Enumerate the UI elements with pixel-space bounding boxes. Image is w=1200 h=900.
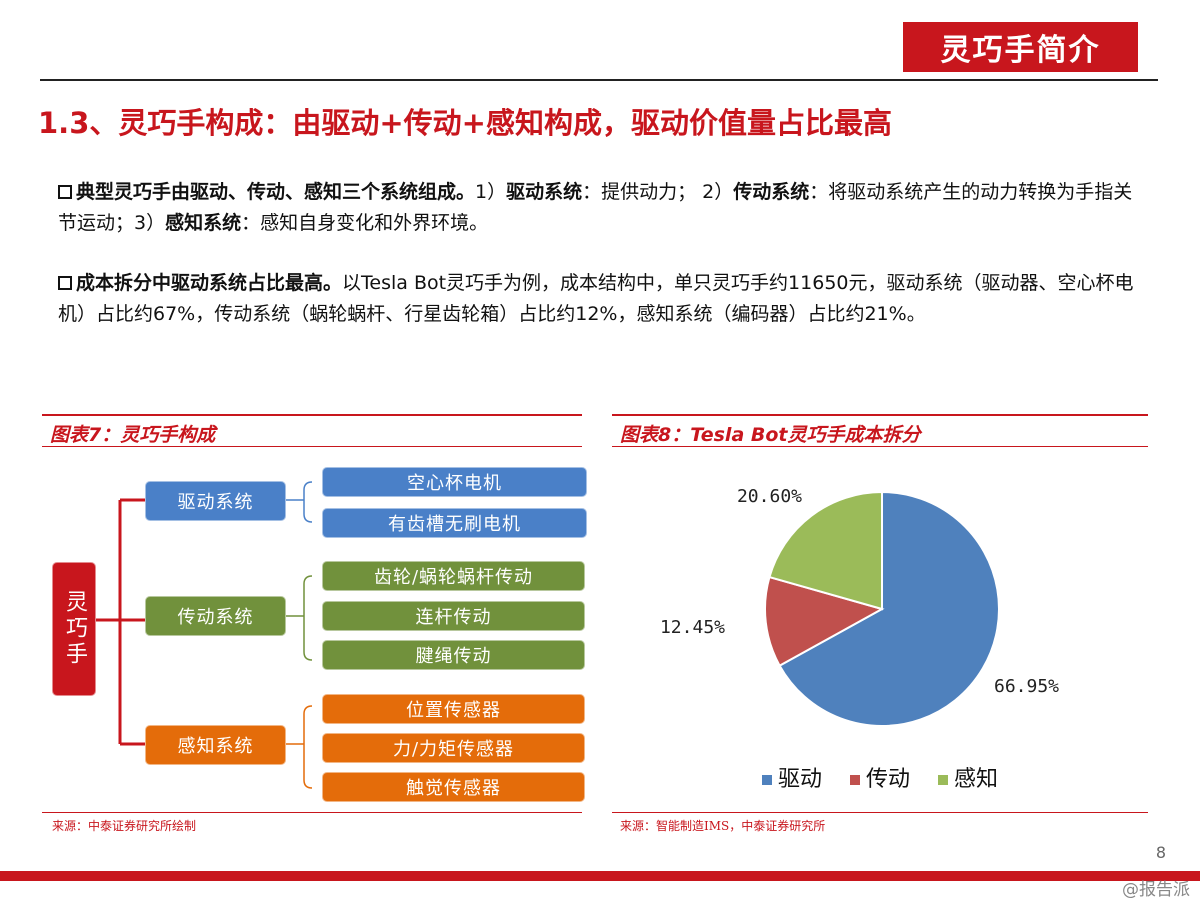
- checkbox-bullet-icon: [58, 185, 72, 199]
- tree-leaf-tendon-drive: 腱绳传动: [322, 640, 585, 670]
- page-number: 8: [1155, 843, 1166, 862]
- para1-key-drive: 驱动系统: [506, 181, 583, 203]
- pie-data-label-1: 12.45%: [660, 617, 725, 638]
- fig8-title-rule: [612, 446, 1148, 447]
- legend-swatch-2: [938, 775, 948, 785]
- para1-key-transmission: 传动系统: [733, 181, 810, 203]
- para1-lead: 典型灵巧手由驱动、传动、感知三个系统组成。: [76, 181, 476, 203]
- pie-slice-0: [778, 490, 1000, 727]
- footer-band: [0, 871, 1200, 881]
- fig8-title: 图表8：Tesla Bot灵巧手成本拆分: [620, 424, 921, 446]
- section-title-banner: 灵巧手简介: [903, 22, 1138, 72]
- tree-root-label: 灵巧手: [62, 590, 87, 668]
- legend-label-1: 传动: [866, 767, 910, 792]
- fig7-title-rule: [42, 446, 582, 447]
- fig7-bottom-rule: [42, 812, 582, 813]
- legend-label-0: 驱动: [778, 767, 822, 792]
- header-divider: [40, 79, 1158, 81]
- tree-group-drive: 驱动系统: [145, 481, 286, 521]
- paragraph-cost-breakdown: 成本拆分中驱动系统占比最高。以Tesla Bot灵巧手为例，成本结构中，单只灵巧…: [58, 268, 1148, 330]
- paragraph-system-composition: 典型灵巧手由驱动、传动、感知三个系统组成。1）驱动系统：提供动力； 2）传动系统…: [58, 177, 1148, 239]
- tree-leaf-position-sensor: 位置传感器: [322, 694, 585, 724]
- tree-leaf-force-torque-sensor: 力/力矩传感器: [322, 733, 585, 763]
- tree-leaf-linkage-drive: 连杆传动: [322, 601, 585, 631]
- fig8-top-rule: [612, 414, 1148, 416]
- para2-text: 以Tesla Bot灵巧手为例，成本结构中，单只灵巧手约11650元，驱动系统（…: [58, 272, 1134, 325]
- tree-leaf-coreless-motor: 空心杯电机: [322, 467, 587, 497]
- fig8-bottom-rule: [612, 812, 1148, 813]
- legend-label-2: 感知: [954, 767, 998, 792]
- section-title: 灵巧手简介: [940, 33, 1101, 68]
- fig7-top-rule: [42, 414, 582, 416]
- tree-connectors: [96, 481, 313, 789]
- fig7-title: 图表7：灵巧手构成: [50, 424, 216, 446]
- pie-data-label-2: 20.60%: [737, 486, 802, 507]
- tree-leaf-tactile-sensor: 触觉传感器: [322, 772, 585, 802]
- tree-group-transmission: 传动系统: [145, 596, 286, 636]
- para1-text-3: ：将驱动系统产生的动力转换为手指关节运动；3）: [58, 181, 1133, 234]
- checkbox-bullet-icon: [58, 276, 72, 290]
- para1-text-1: 1）: [475, 181, 507, 203]
- fig7-source: 来源：中泰证券研究所绘制: [52, 819, 197, 833]
- para2-lead: 成本拆分中驱动系统占比最高。: [76, 272, 343, 294]
- slide-title: 1.3、灵巧手构成：由驱动+传动+感知构成，驱动价值量占比最高: [38, 106, 892, 140]
- cost-breakdown-pie-chart: 66.95% 12.45% 20.60% 驱动 传动 感知: [660, 486, 1059, 792]
- fig8-source: 来源：智能制造IMS，中泰证券研究所: [620, 819, 826, 833]
- tree-root-dexterous-hand: 灵巧手: [52, 562, 96, 696]
- tree-leaf-gear-worm-drive: 齿轮/蜗轮蜗杆传动: [322, 561, 585, 591]
- pie-slice-1: [764, 575, 885, 668]
- pie-data-label-0: 66.95%: [994, 676, 1059, 697]
- watermark: @报告派: [1122, 880, 1190, 900]
- para1-key-perception: 感知系统: [165, 212, 242, 234]
- tree-group-perception: 感知系统: [145, 725, 286, 765]
- para1-text-2: ：提供动力； 2）: [582, 181, 734, 203]
- legend-swatch-1: [850, 775, 860, 785]
- para1-text-4: ：感知自身变化和外界环境。: [241, 212, 489, 234]
- pie-slice-2: [768, 490, 883, 611]
- tree-leaf-slotted-brushless-motor: 有齿槽无刷电机: [322, 508, 587, 538]
- legend-swatch-0: [762, 775, 772, 785]
